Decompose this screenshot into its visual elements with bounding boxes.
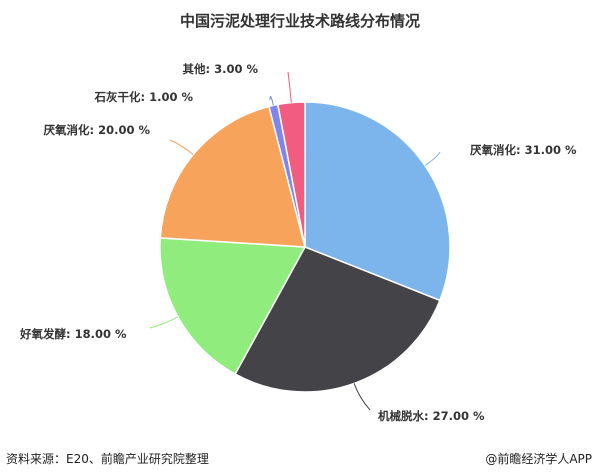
connector-line — [169, 139, 194, 155]
connector-line — [353, 383, 371, 411]
pie-slice — [159, 105, 306, 248]
data-label: 好氧发酵: 18.00 % — [19, 327, 127, 341]
connector-line — [424, 151, 441, 166]
connector-line — [269, 95, 274, 106]
data-label: 其他: 3.00 % — [182, 62, 258, 76]
connector-line — [287, 71, 292, 103]
chart-title: 中国污泥处理行业技术路线分布情况 — [179, 12, 420, 30]
pie-slice — [304, 101, 451, 302]
data-label: 石灰干化: 1.00 % — [93, 90, 193, 104]
pie-slice — [234, 246, 441, 393]
connector-line — [149, 316, 179, 329]
data-label: 厌氧消化: 20.00 % — [43, 123, 150, 137]
data-label: 厌氧消化: 31.00 % — [470, 143, 577, 157]
pie-slice — [159, 237, 307, 376]
brand-credit: @前瞻经济学人APP — [485, 452, 592, 466]
source-note: 资料来源：E20、前瞻产业研究院整理 — [6, 452, 209, 466]
data-label: 机械脱水: 27.00 % — [378, 409, 485, 423]
